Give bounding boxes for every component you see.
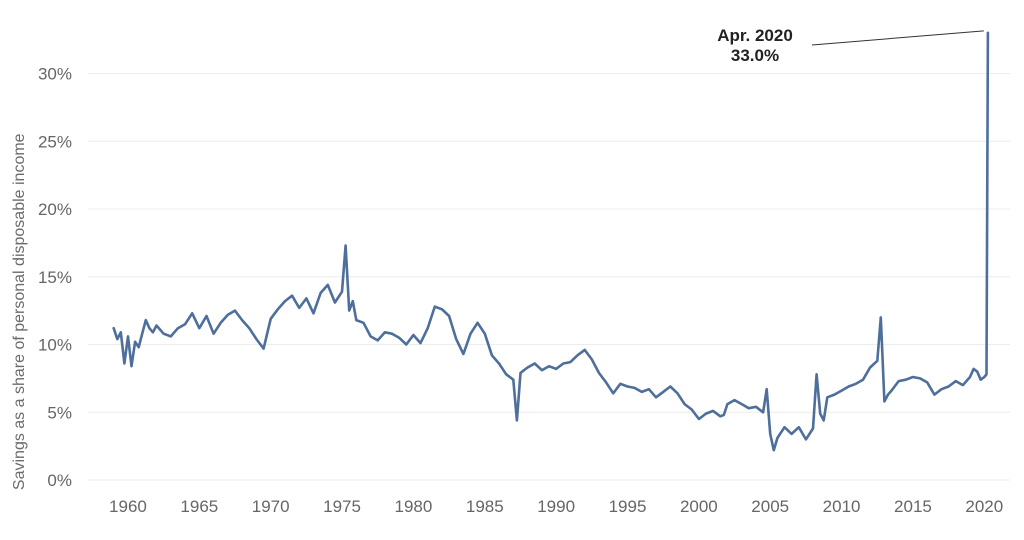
x-tick-label: 1965 [180,497,218,516]
y-tick-label: 0% [47,471,72,490]
x-axis-ticks: 1960 1965 1970 1975 1980 1985 1990 1995 2000 2005… [109,497,1003,516]
x-tick-label: 1995 [609,497,647,516]
y-tick-label: 10% [38,336,72,355]
y-axis-title: Savings as a share of personal disposabl… [11,133,28,490]
y-tick-label: 30% [38,65,72,84]
gridlines [88,73,1010,481]
x-tick-label: 2020 [965,497,1003,516]
savings-rate-line [112,31,990,452]
y-tick-label: 5% [47,403,72,422]
x-tick-label: 1970 [252,497,290,516]
annotation-leader-line [811,30,984,46]
x-tick-label: 2005 [751,497,789,516]
y-tick-label: 15% [38,268,72,287]
x-tick-label: 1975 [323,497,361,516]
x-tick-label: 1960 [109,497,147,516]
x-tick-label: 1985 [466,497,504,516]
x-tick-label: 2010 [823,497,861,516]
x-tick-label: 2015 [894,497,932,516]
y-tick-label: 20% [38,200,72,219]
y-tick-label: 25% [38,132,72,151]
annotation-value-label: 33.0% [731,46,779,65]
x-tick-label: 1990 [537,497,575,516]
x-tick-label: 1980 [394,497,432,516]
y-axis-ticks: 0% 5% 10% 15% 20% 25% 30% [38,65,72,491]
annotation-date-label: Apr. 2020 [717,26,793,45]
x-tick-label: 2000 [680,497,718,516]
